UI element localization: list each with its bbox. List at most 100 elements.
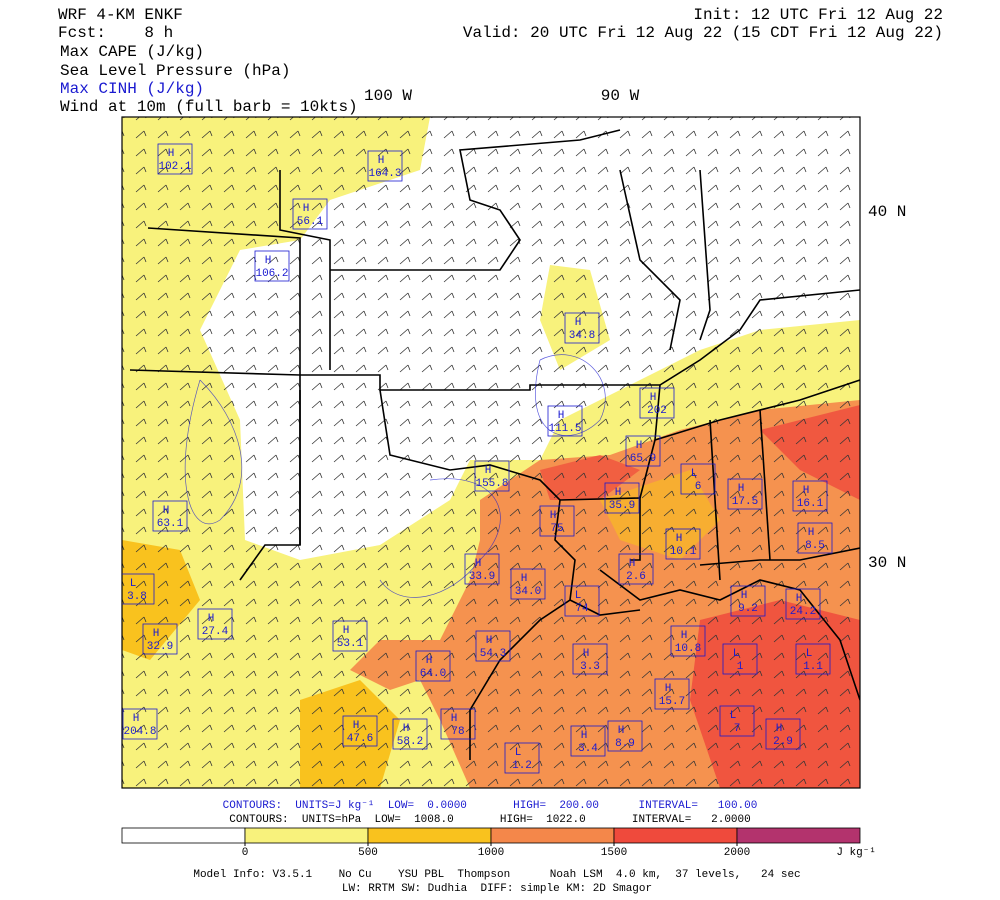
center-box bbox=[604, 482, 640, 514]
colorbar-swatch bbox=[490, 827, 615, 844]
center-kind: L bbox=[515, 747, 522, 759]
pressure-center: H8.9 bbox=[607, 720, 643, 752]
colorbar-swatch bbox=[244, 827, 369, 844]
pressure-center: H8.5 bbox=[797, 522, 833, 554]
center-kind: H bbox=[153, 628, 160, 640]
pressure-center: H17.5 bbox=[727, 478, 763, 510]
center-kind: H bbox=[681, 630, 688, 642]
pressure-center: H65.9 bbox=[625, 435, 661, 467]
center-kind: L bbox=[730, 710, 737, 722]
center-value: 63.1 bbox=[157, 518, 184, 530]
center-kind: H bbox=[265, 255, 272, 267]
latitude-label: 40 N bbox=[868, 203, 906, 221]
center-value: 56.1 bbox=[297, 216, 324, 228]
model-title: WRF 4-KM ENKF bbox=[58, 6, 183, 24]
center-kind: H bbox=[618, 725, 625, 737]
center-value: 75 bbox=[550, 523, 563, 535]
center-kind: H bbox=[133, 713, 140, 725]
center-value: 111.5 bbox=[548, 423, 581, 435]
center-value: 64.0 bbox=[420, 668, 446, 680]
center-value: 9.2 bbox=[738, 603, 758, 615]
pressure-center: L7 bbox=[719, 705, 755, 737]
field-label: Max CAPE (J/kg) bbox=[60, 43, 204, 61]
center-value: 34.0 bbox=[515, 586, 541, 598]
center-value: 1.2 bbox=[512, 760, 532, 772]
center-box bbox=[572, 643, 608, 675]
colorbar-swatch bbox=[613, 827, 738, 844]
pressure-center: H27.4 bbox=[197, 608, 233, 640]
colorbar-tick-label: 500 bbox=[358, 847, 378, 859]
field-label: Sea Level Pressure (hPa) bbox=[60, 62, 290, 80]
center-box bbox=[670, 625, 706, 657]
pressure-center: H2.9 bbox=[765, 718, 801, 750]
center-box bbox=[765, 718, 801, 750]
pressure-center: L6 bbox=[680, 463, 716, 495]
center-kind: H bbox=[676, 533, 683, 545]
center-box bbox=[510, 568, 546, 600]
center-box bbox=[785, 588, 821, 620]
longitude-label: 100 W bbox=[364, 87, 412, 105]
center-value: 24.2 bbox=[790, 606, 816, 618]
center-kind: H bbox=[303, 203, 310, 215]
field-label: Max CINH (J/kg) bbox=[60, 80, 204, 98]
center-value: 102.1 bbox=[158, 161, 191, 173]
center-value: 17.5 bbox=[732, 496, 758, 508]
colorbar-swatch bbox=[121, 827, 246, 844]
pressure-center: H58.2 bbox=[392, 718, 428, 750]
center-kind: H bbox=[343, 625, 350, 637]
center-kind: L bbox=[575, 590, 582, 602]
center-kind: H bbox=[353, 720, 360, 732]
pressure-center: L74 bbox=[564, 585, 600, 617]
pressure-center: H10.8 bbox=[670, 625, 706, 657]
pressure-center: H35.9 bbox=[604, 482, 640, 514]
center-kind: H bbox=[741, 590, 748, 602]
center-value: 1 bbox=[737, 661, 744, 673]
center-box bbox=[254, 250, 290, 282]
center-value: 7 bbox=[734, 723, 741, 735]
center-kind: H bbox=[583, 648, 590, 660]
center-kind: L bbox=[806, 648, 813, 660]
center-value: 2.6 bbox=[626, 571, 646, 583]
center-box bbox=[332, 620, 368, 652]
pressure-center: H47.6 bbox=[342, 715, 378, 747]
center-value: 106.2 bbox=[255, 268, 288, 280]
center-value: 8.9 bbox=[615, 738, 635, 750]
center-kind: H bbox=[803, 485, 810, 497]
center-kind: H bbox=[550, 510, 557, 522]
center-box bbox=[152, 500, 188, 532]
center-value: 15.7 bbox=[659, 696, 685, 708]
colorbar-tick-label: 1000 bbox=[478, 847, 504, 859]
center-box bbox=[539, 505, 575, 537]
colorbar-tick-label: 0 bbox=[242, 847, 249, 859]
center-box bbox=[475, 630, 511, 662]
center-value: 2.9 bbox=[773, 736, 793, 748]
center-kind: H bbox=[403, 723, 410, 735]
center-box bbox=[367, 150, 403, 182]
center-value: 10.8 bbox=[675, 643, 701, 655]
center-box bbox=[547, 405, 583, 437]
center-value: 164.3 bbox=[368, 168, 401, 180]
center-value: 3.8 bbox=[127, 591, 147, 603]
model-info: Model Info: V3.5.1 No Cu YSU PBL Thompso… bbox=[193, 869, 800, 881]
center-box bbox=[665, 528, 701, 560]
center-kind: H bbox=[776, 723, 783, 735]
center-value: 58.2 bbox=[397, 736, 423, 748]
field-label: Wind at 10m (full barb = 10kts) bbox=[60, 98, 358, 116]
pressure-center: H3.3 bbox=[572, 643, 608, 675]
pressure-center: H54.3 bbox=[475, 630, 511, 662]
center-box bbox=[157, 143, 193, 175]
colorbar-tick-label: 1500 bbox=[601, 847, 627, 859]
pressure-center: H63.1 bbox=[152, 500, 188, 532]
center-kind: H bbox=[629, 558, 636, 570]
pressure-center: H9.2 bbox=[730, 585, 766, 617]
center-box bbox=[607, 720, 643, 752]
pressure-center: H15.7 bbox=[654, 678, 690, 710]
center-box bbox=[618, 553, 654, 585]
center-kind: H bbox=[796, 593, 803, 605]
center-box bbox=[570, 725, 606, 757]
center-value: 204.8 bbox=[123, 726, 156, 738]
